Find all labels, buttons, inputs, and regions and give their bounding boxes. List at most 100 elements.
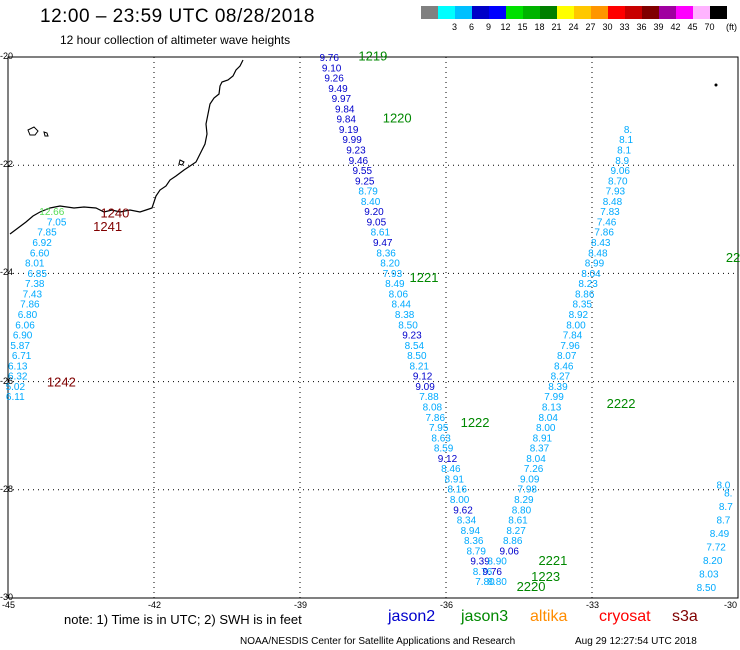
colorbar-label: 33 bbox=[619, 22, 630, 32]
wave-height-value: 8.21 bbox=[409, 361, 429, 372]
wave-height-value: 8.04 bbox=[538, 413, 558, 424]
wave-height-value: 7.43 bbox=[23, 289, 43, 300]
wave-height-value: 8.20 bbox=[380, 259, 400, 270]
wave-height-value: 9.55 bbox=[353, 166, 373, 177]
wave-height-value: 8.13 bbox=[542, 402, 562, 413]
wave-height-value: 9.20 bbox=[364, 207, 384, 218]
wave-height-value: 8.16 bbox=[447, 485, 467, 496]
wave-height-value: 7.83 bbox=[600, 207, 620, 218]
wave-height-value: 9.12 bbox=[413, 372, 433, 383]
wave-height-value: 9.23 bbox=[402, 331, 422, 342]
wave-height-value: 8.46 bbox=[441, 464, 461, 475]
wave-height-value: 8.43 bbox=[591, 238, 611, 249]
wave-height-value: 8.27 bbox=[551, 372, 571, 383]
colorbar-label: 24 bbox=[568, 22, 579, 32]
wave-height-value: 8. bbox=[724, 489, 732, 500]
wave-height-value: 7.93 bbox=[383, 269, 403, 280]
wave-height-value: 8.80 bbox=[512, 505, 532, 516]
wave-height-value: 9.99 bbox=[342, 135, 362, 146]
colorbar-cell bbox=[489, 6, 506, 19]
wave-height-value: 8.39 bbox=[548, 382, 568, 393]
wave-height-value: 8.34 bbox=[457, 516, 477, 527]
wave-height-value: 8.37 bbox=[530, 444, 550, 455]
pass-label: 1223 bbox=[531, 569, 560, 584]
pass-label: 1222 bbox=[461, 415, 490, 430]
wave-height-value: 8.00 bbox=[536, 423, 556, 434]
wave-height-value: 7.95 bbox=[429, 423, 449, 434]
wave-height-value: 9.23 bbox=[346, 146, 366, 157]
colorbar-cell bbox=[557, 6, 574, 19]
colorbar-cell bbox=[710, 6, 727, 19]
wave-height-value: 9.97 bbox=[332, 94, 352, 105]
colorbar-cell bbox=[506, 6, 523, 19]
wave-height-value: 8.40 bbox=[361, 197, 381, 208]
colorbar-cell bbox=[540, 6, 557, 19]
wave-height-value: 8.49 bbox=[385, 279, 405, 290]
wave-height-value: 8.04 bbox=[526, 454, 546, 465]
colorbar-label: 15 bbox=[517, 22, 528, 32]
colorbar-cell bbox=[625, 6, 642, 19]
lon-tick-label: -45 bbox=[2, 600, 16, 610]
island bbox=[43, 131, 49, 137]
lat-tick-label: -20 bbox=[0, 51, 14, 61]
wave-height-value: 9.12 bbox=[438, 454, 458, 465]
map-frame bbox=[7, 56, 739, 599]
footer-credit: NOAA/NESDIS Center for Satellite Applica… bbox=[240, 636, 516, 647]
wave-height-value: 9.10 bbox=[322, 63, 342, 74]
wave-height-value: 8.79 bbox=[466, 546, 486, 557]
wave-height-value: 9.06 bbox=[610, 166, 630, 177]
wave-height-value: 8.86 bbox=[503, 536, 523, 547]
island bbox=[27, 126, 39, 136]
pass-labels: 1219122012211222222112232220222222212401… bbox=[47, 48, 740, 594]
wave-height-value: 9.09 bbox=[415, 382, 435, 393]
wave-height-value: 9.76 bbox=[319, 53, 339, 64]
wave-height-value: 8.20 bbox=[703, 556, 723, 567]
wave-height-value: 7.38 bbox=[25, 279, 45, 290]
wave-height-value: 8.1 bbox=[617, 146, 631, 157]
colorbar-cell bbox=[421, 6, 438, 19]
wave-height-value: 6.06 bbox=[15, 320, 35, 331]
colorbar-label: 21 bbox=[551, 22, 562, 32]
legend-jason2: jason2 bbox=[388, 608, 436, 625]
wave-height-value: 6.71 bbox=[12, 351, 32, 362]
wave-height-value: 6.13 bbox=[8, 361, 28, 372]
lat-tick-label: -26 bbox=[0, 375, 14, 386]
map-subtitle: 12 hour collection of altimeter wave hei… bbox=[60, 33, 291, 47]
pass-label: 1221 bbox=[410, 270, 439, 285]
wave-height-value: 8.0 bbox=[716, 480, 730, 491]
wave-height-value: 8.7 bbox=[719, 502, 733, 513]
wave-height-value: 9.84 bbox=[336, 115, 356, 126]
wave-height-value: 8.50 bbox=[697, 583, 717, 594]
island bbox=[178, 159, 185, 166]
wave-height-value: 8.03 bbox=[699, 570, 719, 581]
wave-height-value: 9.47 bbox=[373, 238, 393, 249]
wave-height-value: 8.80 bbox=[487, 577, 507, 588]
wave-height-value: 6.32 bbox=[8, 372, 28, 383]
lat-tick-label: -22 bbox=[0, 159, 14, 170]
colorbar-cell bbox=[472, 6, 489, 19]
wave-height-value: 8.36 bbox=[464, 536, 484, 547]
wave-height-value: 9.26 bbox=[324, 74, 344, 85]
lat-tick-label: -24 bbox=[0, 267, 14, 278]
wave-height-value: 6.60 bbox=[30, 248, 50, 259]
colorbar-label: 45 bbox=[687, 22, 698, 32]
wave-height-value: 7.86 bbox=[594, 228, 614, 239]
colorbar-cell bbox=[608, 6, 625, 19]
wave-height-value: 9.05 bbox=[367, 217, 387, 228]
colorbar-cell bbox=[523, 6, 540, 19]
colorbar-cell bbox=[659, 6, 676, 19]
wave-height-value: 8.06 bbox=[389, 289, 409, 300]
wave-height-value: 8.23 bbox=[578, 279, 598, 290]
wave-height-value: 8.48 bbox=[588, 248, 608, 259]
wave-height-value: 9.09 bbox=[520, 474, 540, 485]
wave-height-value: 8.07 bbox=[557, 351, 577, 362]
colorbar-label: 9 bbox=[485, 22, 491, 32]
wave-height-value: 8.00 bbox=[566, 320, 586, 331]
wave-height-value: 8.44 bbox=[391, 300, 411, 311]
colorbar-label: 27 bbox=[585, 22, 596, 32]
footer-timestamp: Aug 29 12:27:54 UTC 2018 bbox=[575, 636, 697, 647]
wave-height-value: 8.91 bbox=[533, 433, 553, 444]
legend-cryosat: cryosat bbox=[599, 608, 651, 625]
wave-height-value: 8.59 bbox=[434, 444, 454, 455]
